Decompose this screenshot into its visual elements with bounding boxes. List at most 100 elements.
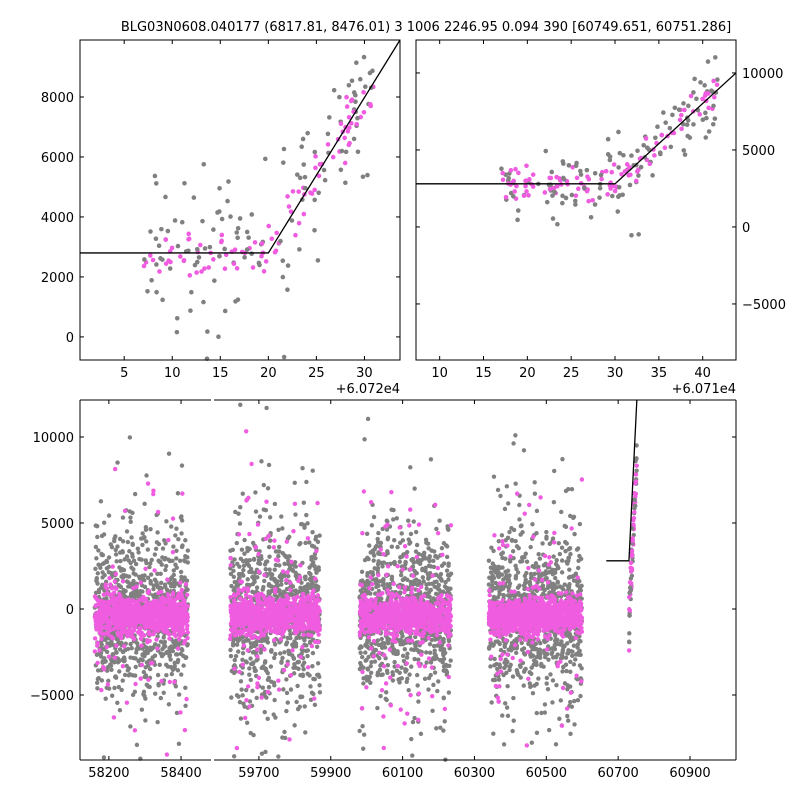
data-point-gray <box>312 702 318 708</box>
data-point-magenta <box>261 269 267 274</box>
data-point-gray <box>241 573 246 578</box>
data-point-magenta <box>249 608 255 613</box>
data-point-gray <box>355 115 360 121</box>
data-point-magenta <box>178 710 183 715</box>
data-point-gray <box>273 562 279 568</box>
data-point-gray <box>289 218 295 223</box>
data-point-magenta <box>184 592 190 598</box>
data-point-magenta <box>167 631 172 637</box>
data-point-magenta <box>152 568 157 573</box>
data-point-magenta <box>138 676 143 681</box>
data-point-gray <box>100 552 106 558</box>
data-point-gray <box>288 631 293 637</box>
data-point-gray <box>109 667 114 673</box>
data-point-gray <box>104 558 109 564</box>
data-point-gray <box>247 582 252 588</box>
data-point-gray <box>549 169 555 175</box>
data-point-magenta <box>315 593 321 598</box>
x-offset-label: +6.071e4 <box>672 382 736 397</box>
data-point-gray <box>156 558 161 563</box>
data-point-gray <box>134 650 139 655</box>
data-point-magenta <box>114 586 119 591</box>
data-point-gray <box>439 545 445 551</box>
data-point-magenta <box>285 570 290 575</box>
data-point-gray <box>308 578 314 583</box>
data-point-gray <box>191 195 197 200</box>
data-point-gray <box>262 578 267 584</box>
data-point-gray <box>375 539 381 545</box>
data-point-gray <box>400 577 406 583</box>
data-point-gray <box>305 653 310 659</box>
data-point-gray <box>179 672 184 677</box>
data-point-magenta <box>122 619 127 624</box>
data-point-magenta <box>682 107 687 113</box>
data-point-gray <box>217 253 222 259</box>
data-point-gray <box>101 520 107 525</box>
data-point-gray <box>145 288 150 294</box>
data-point-magenta <box>92 594 98 599</box>
data-point-gray <box>153 236 159 242</box>
data-point-gray <box>439 563 445 568</box>
data-point-gray <box>555 221 560 227</box>
data-point-gray <box>174 652 180 657</box>
data-point-gray <box>104 596 109 601</box>
data-point-magenta <box>151 600 156 605</box>
data-point-magenta <box>354 121 359 127</box>
data-point-magenta <box>122 508 128 514</box>
data-point-gray <box>246 546 251 551</box>
data-point-magenta <box>117 593 123 599</box>
data-point-magenta <box>291 528 296 534</box>
data-point-magenta <box>262 615 268 620</box>
data-point-gray <box>280 655 285 661</box>
data-point-magenta <box>134 620 140 625</box>
data-point-gray <box>226 179 231 184</box>
data-point-magenta <box>310 611 315 616</box>
data-point-gray <box>93 566 98 572</box>
data-point-gray <box>211 227 216 232</box>
data-point-gray <box>179 531 184 536</box>
data-point-gray <box>703 135 709 140</box>
data-point-gray <box>294 172 300 177</box>
data-point-magenta <box>286 611 292 617</box>
data-point-gray <box>550 216 556 221</box>
data-point-magenta <box>570 164 575 170</box>
data-point-gray <box>371 514 377 520</box>
data-point-magenta <box>244 620 250 626</box>
data-point-magenta <box>222 266 228 272</box>
data-point-magenta <box>246 629 251 634</box>
data-point-magenta <box>126 599 131 604</box>
data-point-gray <box>112 659 117 664</box>
data-point-magenta <box>95 597 101 603</box>
data-point-gray <box>287 534 292 540</box>
data-point-gray <box>183 703 188 708</box>
data-point-gray <box>235 225 241 231</box>
data-point-gray <box>398 555 403 560</box>
data-point-magenta <box>305 625 311 631</box>
data-point-gray <box>424 660 429 665</box>
data-point-magenta <box>250 612 255 618</box>
data-point-gray <box>385 641 391 646</box>
data-point-gray <box>292 723 297 728</box>
data-point-gray <box>99 533 105 539</box>
data-point-gray <box>385 535 391 540</box>
data-point-magenta <box>586 198 591 204</box>
data-point-gray <box>217 185 222 191</box>
data-point-gray <box>171 544 176 549</box>
data-point-gray <box>573 202 578 207</box>
data-point-magenta <box>111 590 117 595</box>
data-point-magenta <box>135 617 141 622</box>
data-point-gray <box>444 568 450 573</box>
data-point-gray <box>132 673 138 678</box>
data-point-gray <box>385 663 391 668</box>
data-point-gray <box>635 148 640 154</box>
data-point-gray <box>262 709 267 715</box>
data-point-gray <box>428 587 434 593</box>
data-point-magenta <box>137 610 143 615</box>
data-point-magenta <box>92 649 98 654</box>
data-point-gray <box>563 195 569 201</box>
data-point-gray <box>355 149 361 155</box>
data-point-gray <box>592 170 598 176</box>
data-point-magenta <box>99 599 104 604</box>
data-point-gray <box>416 657 421 662</box>
data-point-magenta <box>181 258 187 263</box>
